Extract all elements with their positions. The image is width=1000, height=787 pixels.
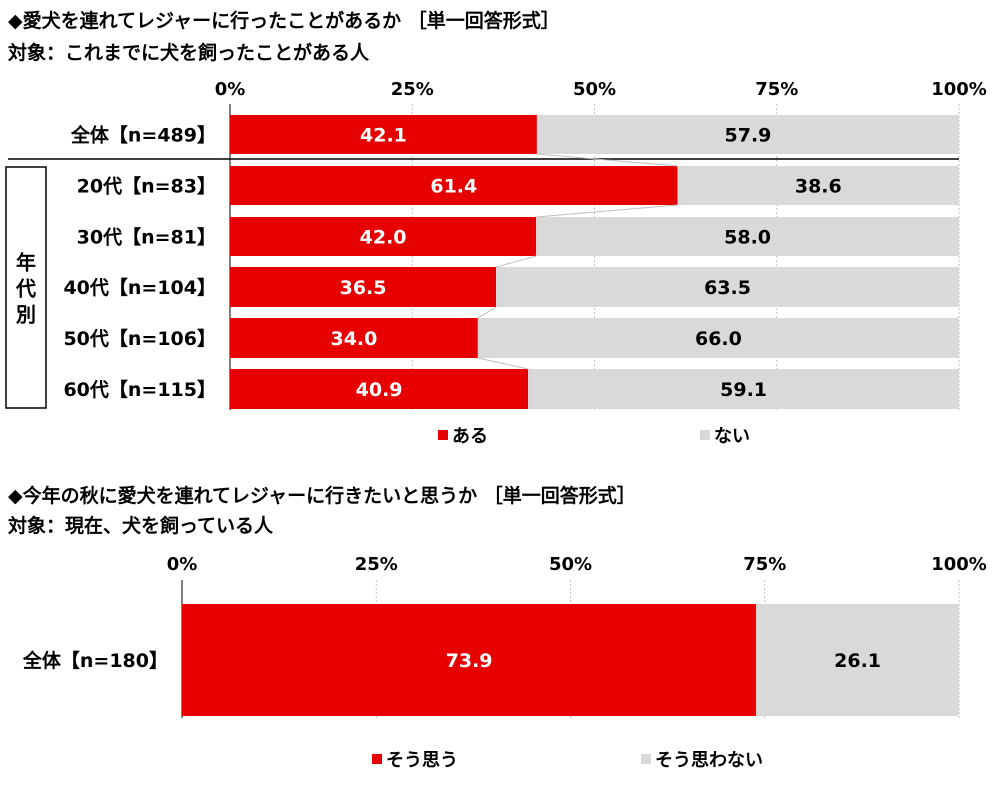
bar-segment: [182, 604, 757, 716]
chart1-subtitle: 対象：これまでに犬を飼ったことがある人: [8, 42, 370, 64]
data-label: 42.1: [360, 125, 407, 147]
data-label: 36.5: [340, 277, 387, 299]
data-label: 58.0: [724, 227, 771, 249]
legend-swatch: [438, 430, 448, 440]
bar-segment: [677, 166, 959, 205]
series-connector-line: [495, 255, 537, 268]
chart2-subtitle: 対象：現在、犬を飼っている人: [8, 515, 274, 537]
bar-segment: [230, 217, 537, 256]
x-tick-label: 50%: [549, 554, 592, 575]
legend-label: そう思わない: [655, 750, 763, 771]
legend-swatch: [700, 430, 710, 440]
legend-swatch: [641, 754, 651, 764]
group-label-char: 別: [16, 303, 36, 327]
series-connector-line: [477, 357, 529, 370]
x-tick-label: 25%: [391, 79, 434, 100]
bar-segment: [230, 267, 497, 307]
data-label: 42.0: [360, 227, 407, 249]
bar-segment: [230, 318, 478, 358]
series-connector-line: [536, 204, 678, 218]
data-label: 40.9: [356, 379, 403, 401]
legend-label: ある: [452, 426, 488, 447]
category-label: 全体【n=489】: [70, 124, 216, 147]
category-label: 全体【n=180】: [22, 649, 168, 672]
bar-segment: [496, 267, 959, 307]
legend-swatch: [372, 754, 382, 764]
group-label-char: 代: [15, 277, 36, 301]
group-label-char: 年: [16, 251, 36, 275]
data-label: 73.9: [446, 650, 493, 672]
x-tick-label: 0%: [167, 554, 198, 575]
chart1-title: ◆愛犬を連れてレジャーに行ったことがあるか ［単一回答形式］: [8, 10, 560, 32]
x-tick-label: 100%: [931, 554, 987, 575]
data-label: 34.0: [330, 328, 377, 350]
chart2-title: ◆今年の秋に愛犬を連れてレジャーに行きたいと思うか ［単一回答形式］: [8, 485, 636, 507]
data-label: 38.6: [795, 176, 842, 198]
x-tick-label: 75%: [755, 79, 798, 100]
x-tick-label: 0%: [215, 79, 246, 100]
bar-segment: [230, 369, 529, 409]
bar-segment: [536, 217, 959, 256]
x-tick-label: 25%: [355, 554, 398, 575]
data-label: 57.9: [725, 125, 772, 147]
series-connector-line: [536, 153, 678, 167]
category-label: 50代【n=106】: [63, 327, 216, 350]
data-label: 59.1: [720, 379, 767, 401]
legend-label: ない: [714, 426, 750, 447]
x-tick-label: 50%: [573, 79, 616, 100]
category-label: 60代【n=115】: [63, 378, 216, 401]
group-label-box: [5, 166, 47, 409]
category-label: 20代【n=83】: [77, 175, 216, 198]
series-connector-line: [477, 306, 497, 319]
bar-segment: [528, 369, 959, 409]
data-label: 61.4: [430, 176, 477, 198]
data-label: 26.1: [834, 650, 881, 672]
x-tick-label: 75%: [743, 554, 786, 575]
bar-segment: [536, 115, 959, 154]
category-label: 40代【n=104】: [63, 276, 216, 299]
x-tick-label: 100%: [931, 79, 987, 100]
category-label: 30代【n=81】: [77, 226, 216, 249]
data-label: 63.5: [704, 277, 751, 299]
legend-label: そう思う: [386, 750, 458, 771]
bar-segment: [230, 115, 537, 154]
bar-segment: [230, 166, 678, 205]
bar-segment: [756, 604, 959, 716]
bar-segment: [477, 318, 959, 358]
data-label: 66.0: [695, 328, 742, 350]
